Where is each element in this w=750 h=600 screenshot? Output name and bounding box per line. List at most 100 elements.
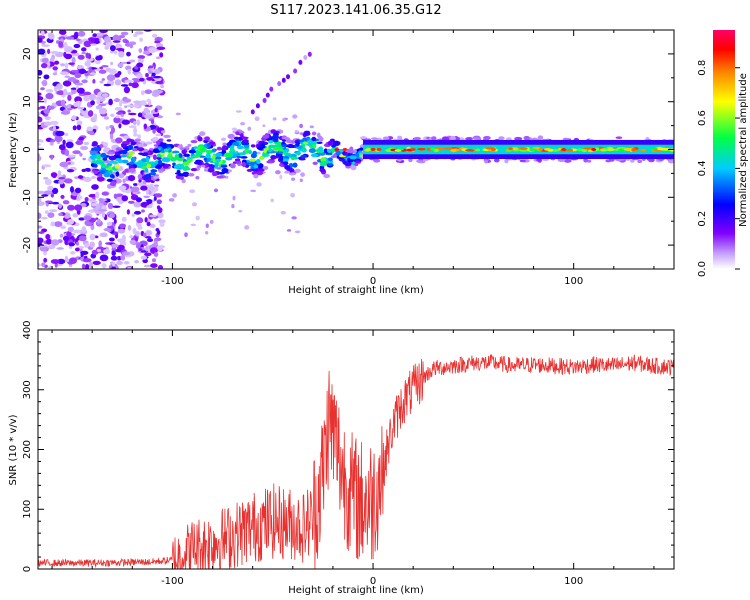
noise-blob bbox=[72, 125, 77, 131]
noise-blob bbox=[47, 48, 51, 55]
signal-band-blob bbox=[307, 140, 314, 146]
noise-blob bbox=[71, 69, 79, 73]
noise-blob bbox=[157, 211, 164, 219]
signal-band-blob bbox=[161, 157, 168, 163]
signal-peak-blob bbox=[631, 148, 637, 151]
signal-halo-blob bbox=[605, 159, 612, 163]
spectrogram-x-axis-label: Height of straight line (km) bbox=[288, 285, 424, 296]
spectrogram-plot-area bbox=[38, 30, 674, 269]
diagonal-band-blob bbox=[265, 92, 270, 98]
diagonal-band-blob bbox=[286, 74, 290, 80]
signal-band-blob bbox=[172, 162, 176, 166]
snr-axes: -100 0 100 0 100 200 300 400 bbox=[22, 320, 674, 587]
noise-blob bbox=[129, 44, 133, 49]
signal-band-blob bbox=[292, 162, 298, 168]
noise-blob bbox=[62, 139, 66, 146]
diagonal-band-blob bbox=[250, 109, 255, 115]
signal-band-blob bbox=[282, 158, 289, 163]
noise-blob bbox=[75, 247, 80, 252]
noise-blob bbox=[93, 37, 100, 42]
noise-blob bbox=[60, 99, 66, 107]
noise-blob bbox=[89, 72, 96, 76]
noise-blob bbox=[124, 79, 133, 83]
snr-series-line bbox=[38, 353, 674, 569]
noise-blob bbox=[40, 216, 48, 220]
signal-band-blob bbox=[266, 160, 274, 164]
diagonal-band-blob bbox=[303, 55, 308, 60]
signal-band-blob bbox=[319, 161, 327, 167]
noise-blob bbox=[67, 204, 75, 211]
spectrogram-y-tick-label: 20 bbox=[22, 48, 33, 61]
signal-band-blob bbox=[97, 161, 105, 164]
noise-blob bbox=[65, 141, 74, 149]
noise-blob bbox=[57, 170, 62, 176]
signal-band-blob bbox=[359, 147, 364, 151]
noise-blob bbox=[64, 255, 68, 262]
noise-blob bbox=[275, 170, 281, 175]
signal-line-blob bbox=[450, 148, 456, 152]
noise-blob bbox=[105, 67, 112, 72]
noise-blob bbox=[101, 211, 106, 218]
signal-band-blob bbox=[227, 169, 233, 173]
noise-blob bbox=[292, 114, 298, 119]
signal-band-blob bbox=[115, 171, 120, 177]
signal-band-blob bbox=[91, 147, 95, 152]
signal-halo-blob bbox=[416, 159, 423, 163]
noise-blob bbox=[74, 72, 82, 79]
signal-band-blob bbox=[327, 157, 333, 162]
noise-blob bbox=[214, 188, 218, 193]
noise-blob bbox=[58, 41, 64, 48]
noise-blob bbox=[153, 251, 159, 258]
signal-band-blob bbox=[236, 155, 242, 159]
noise-blob bbox=[129, 239, 137, 245]
noise-blob bbox=[149, 214, 157, 218]
diagonal-band-blob bbox=[307, 51, 312, 57]
noise-blob bbox=[110, 126, 116, 134]
noise-blob bbox=[120, 31, 129, 36]
noise-blob bbox=[65, 36, 75, 40]
noise-blob bbox=[59, 233, 64, 238]
noise-blob bbox=[91, 184, 99, 190]
noise-blob bbox=[85, 168, 91, 172]
signal-band-blob bbox=[157, 159, 163, 165]
colorbar-tick-label: 0.0 bbox=[697, 261, 708, 277]
noise-blob bbox=[123, 261, 130, 265]
noise-blob bbox=[145, 188, 149, 195]
noise-blob bbox=[103, 228, 112, 232]
snr-y-tick-label: 200 bbox=[22, 440, 33, 459]
noise-blob bbox=[89, 241, 95, 248]
signal-band-blob bbox=[250, 153, 257, 159]
signal-band-blob bbox=[163, 134, 171, 139]
signal-line-blob bbox=[443, 147, 453, 150]
noise-blob bbox=[75, 241, 80, 246]
noise-blob bbox=[38, 69, 43, 76]
signal-band-blob bbox=[327, 163, 333, 167]
noise-blob bbox=[60, 194, 65, 199]
noise-blob bbox=[45, 200, 53, 204]
noise-blob bbox=[38, 225, 43, 229]
noise-blob bbox=[131, 213, 135, 217]
noise-blob bbox=[64, 149, 70, 157]
noise-blob bbox=[43, 190, 53, 195]
signal-halo-blob bbox=[382, 136, 390, 140]
signal-band-blob bbox=[303, 131, 311, 136]
noise-blob bbox=[256, 182, 262, 187]
noise-blob bbox=[152, 75, 162, 79]
signal-band-blob bbox=[179, 147, 185, 151]
signal-halo-blob bbox=[449, 136, 456, 141]
signal-halo-blob bbox=[493, 158, 500, 163]
noise-blob bbox=[121, 119, 130, 125]
noise-blob bbox=[79, 152, 83, 157]
signal-band-blob bbox=[299, 132, 304, 135]
signal-band-blob bbox=[235, 160, 242, 164]
noise-blob bbox=[64, 75, 70, 78]
noise-blob bbox=[128, 112, 137, 116]
noise-blob bbox=[47, 245, 56, 250]
noise-blob bbox=[137, 55, 146, 60]
signal-band-blob bbox=[227, 133, 235, 139]
signal-band-blob bbox=[313, 141, 317, 145]
noise-blob bbox=[98, 240, 103, 248]
noise-blob bbox=[146, 221, 151, 227]
signal-band-blob bbox=[166, 139, 172, 142]
